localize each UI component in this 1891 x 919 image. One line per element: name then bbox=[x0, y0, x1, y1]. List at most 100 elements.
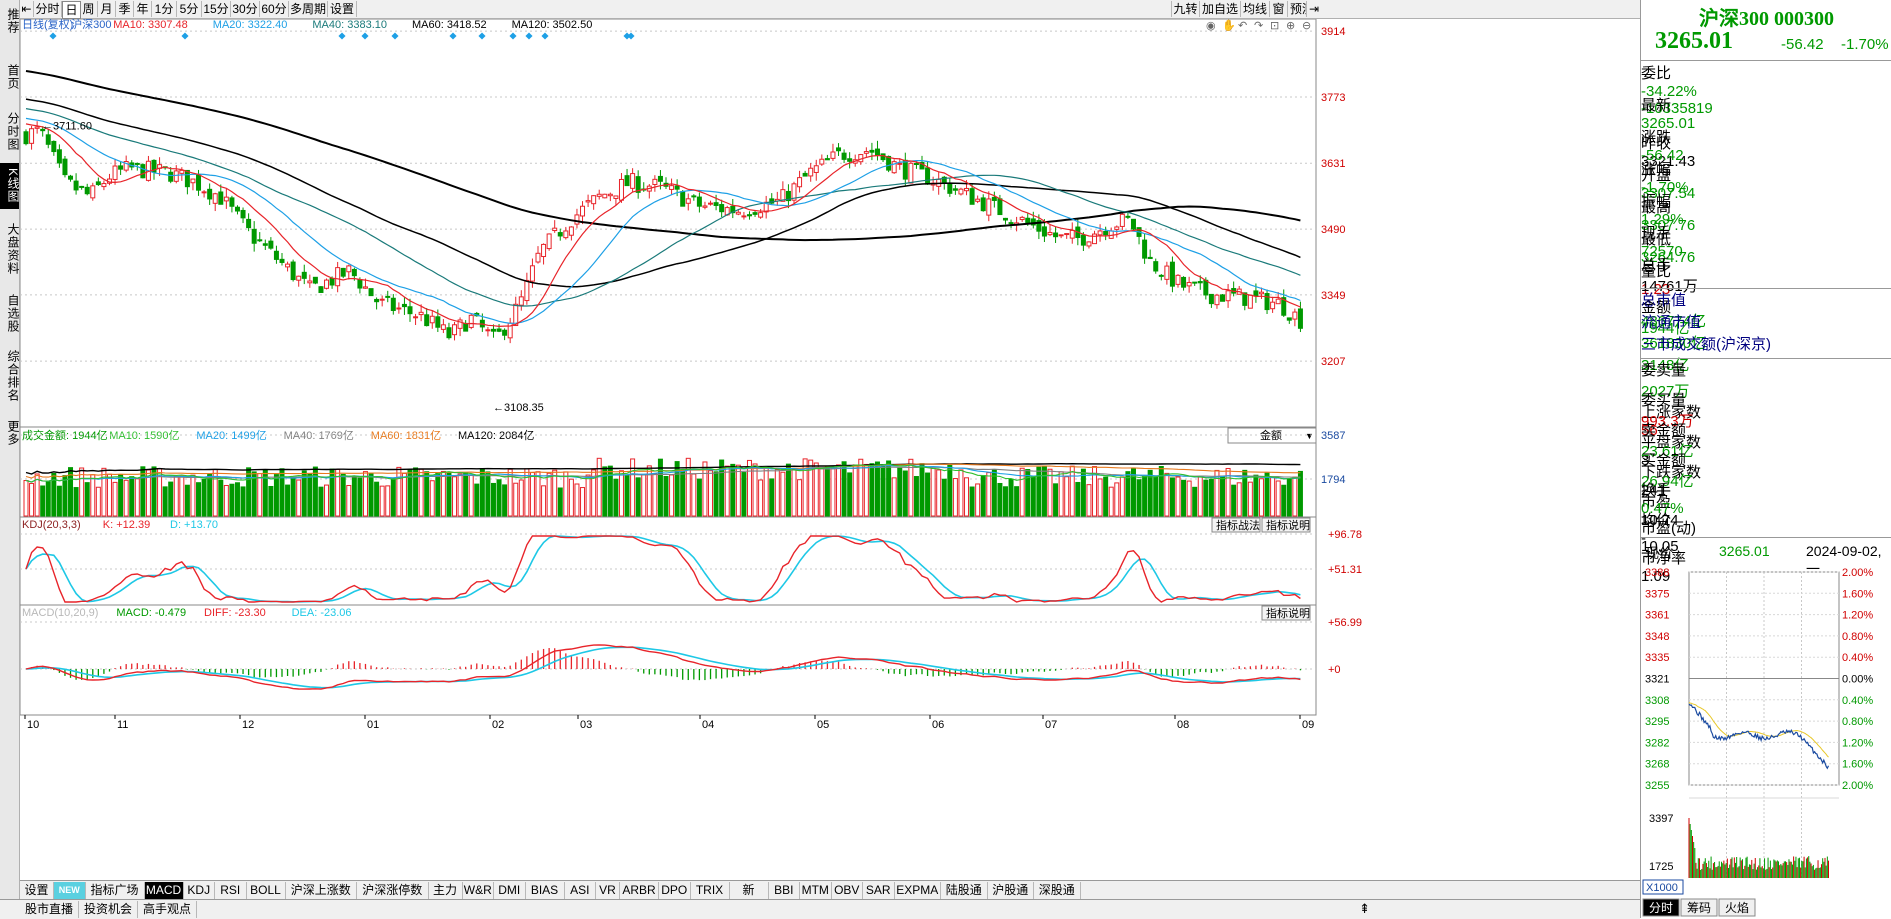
bottom-tab-2[interactable]: 高手观点 bbox=[138, 901, 197, 918]
kdj-button[interactable] bbox=[1261, 517, 1311, 533]
candle-body bbox=[618, 178, 624, 201]
indicator-tab-25[interactable]: 沪股通 bbox=[988, 882, 1034, 899]
period-tab-12[interactable]: 设置 bbox=[328, 1, 357, 17]
indicator-tab-11[interactable]: DMI bbox=[494, 882, 526, 899]
quote-panel: 沪深300 000300 3265.01 -56.42 -1.70% 委比 -34… bbox=[1640, 0, 1891, 918]
kdj-button[interactable] bbox=[1211, 517, 1261, 533]
chevron-down-icon[interactable]: ▼ bbox=[1305, 431, 1314, 441]
period-tab-2[interactable]: 周 bbox=[80, 1, 98, 17]
candle-body bbox=[941, 176, 947, 183]
indicator-tab-3[interactable]: MACD bbox=[144, 882, 184, 899]
event-marker-icon[interactable] bbox=[627, 32, 635, 40]
indicator-tab-4[interactable]: KDJ bbox=[184, 882, 215, 899]
left-nav-1[interactable]: 首页 bbox=[6, 64, 20, 90]
indicator-tab-8[interactable]: 沪深涨停数 bbox=[357, 882, 429, 899]
indicator-tab-19[interactable]: BBI bbox=[769, 882, 800, 899]
candle-body bbox=[813, 165, 819, 173]
mini-tab[interactable] bbox=[1680, 898, 1718, 917]
indicator-tab-24[interactable]: 陆股通 bbox=[941, 882, 988, 899]
kline-chart-area[interactable]: 3914 3773 3631 3490 3349 3207 日线(复权) 沪深300 MA10:… bbox=[19, 17, 1640, 899]
mini-tab[interactable] bbox=[1642, 898, 1680, 917]
indicator-tab-5[interactable]: RSI bbox=[215, 882, 247, 899]
top-right-tab-3[interactable]: 窗 bbox=[1269, 1, 1287, 17]
candlesticks[interactable] bbox=[23, 121, 1303, 344]
indicator-tab-22[interactable]: SAR bbox=[863, 882, 895, 899]
left-nav-2[interactable]: 分时图 bbox=[6, 111, 20, 151]
macd-help-button[interactable] bbox=[1261, 605, 1311, 621]
event-marker-icon[interactable] bbox=[623, 32, 631, 40]
period-tab-10[interactable]: 60分 bbox=[260, 1, 289, 17]
stat-label: 平盘家数 bbox=[1641, 434, 1702, 451]
candle-body bbox=[251, 228, 257, 244]
bottom-tab-0[interactable]: 股市直播 bbox=[20, 901, 79, 918]
indicator-tab-20[interactable]: MTM bbox=[800, 882, 832, 899]
event-marker-icon[interactable] bbox=[181, 32, 189, 40]
left-nav-4[interactable]: 大盘资料 bbox=[6, 223, 20, 275]
indicator-tab-15[interactable]: ARBR bbox=[620, 882, 659, 899]
event-marker-icon[interactable] bbox=[541, 32, 549, 40]
period-tab-5[interactable]: 年 bbox=[134, 1, 152, 17]
candle-body bbox=[407, 306, 413, 315]
period-tab-7[interactable]: 5分 bbox=[177, 1, 202, 17]
volume-bar bbox=[440, 470, 446, 517]
left-nav-7[interactable]: 更多 bbox=[6, 420, 20, 446]
event-marker-icon[interactable] bbox=[478, 32, 486, 40]
left-nav-3[interactable]: K线图 bbox=[0, 163, 20, 209]
zoom-out-icon[interactable]: ⊖ bbox=[1302, 20, 1311, 32]
indicator-tab-13[interactable]: ASI bbox=[565, 882, 596, 899]
candle-body bbox=[1058, 234, 1064, 237]
quote-label: 委比 bbox=[1641, 65, 1672, 82]
indicator-tab-21[interactable]: OBV bbox=[832, 882, 863, 899]
top-right-tab-0[interactable]: 九转 bbox=[1171, 1, 1199, 17]
event-marker-icon[interactable] bbox=[525, 32, 533, 40]
candle-body bbox=[657, 175, 663, 182]
indicator-tab-23[interactable]: EXPMA bbox=[895, 882, 941, 899]
event-marker-icon[interactable] bbox=[449, 32, 457, 40]
period-tab-3[interactable]: 月 bbox=[98, 1, 116, 17]
indicator-tab-14[interactable]: VR bbox=[596, 882, 620, 899]
period-tab-1[interactable]: 日 bbox=[62, 1, 81, 19]
mini-tab[interactable] bbox=[1718, 898, 1756, 917]
indicator-tab-17[interactable]: TRIX bbox=[691, 882, 730, 899]
period-tab-9[interactable]: 30分 bbox=[231, 1, 260, 17]
indicator-tab-26[interactable]: 深股通 bbox=[1034, 882, 1081, 899]
indicator-tab-10[interactable]: W&R bbox=[463, 882, 494, 899]
indicator-tab-9[interactable]: 主力 bbox=[429, 882, 463, 899]
event-marker-icon[interactable] bbox=[361, 32, 369, 40]
indicator-tab-6[interactable]: BOLL bbox=[247, 882, 286, 899]
event-marker-icon[interactable] bbox=[49, 32, 57, 40]
candle-body bbox=[1214, 294, 1220, 306]
redo-icon[interactable]: ↷ bbox=[1254, 20, 1263, 32]
indicator-tab-0[interactable]: 设置 bbox=[20, 882, 54, 899]
intraday-mini-chart[interactable]: 3388 2.00% 3375 1.60% 3361 1.20% 3348 0.80% 3335… bbox=[1641, 560, 1891, 918]
left-nav-6[interactable]: 综合排名 bbox=[6, 350, 20, 402]
expand-right-icon[interactable]: ⇥ bbox=[1306, 1, 1321, 17]
indicator-tab-16[interactable]: DPO bbox=[659, 882, 691, 899]
top-right-tab-2[interactable]: 均线 bbox=[1240, 1, 1269, 17]
bottom-tab-1[interactable]: 投资机会 bbox=[79, 901, 138, 918]
indicator-tab-1[interactable]: NEW bbox=[54, 882, 86, 899]
left-nav-5[interactable]: 自选股 bbox=[6, 293, 20, 333]
indicator-tab-12[interactable]: BIAS bbox=[526, 882, 565, 899]
event-marker-icon[interactable] bbox=[391, 32, 399, 40]
collapse-left-icon[interactable]: ⇤ bbox=[20, 1, 34, 17]
zoom-in-icon[interactable]: ⊕ bbox=[1286, 20, 1295, 32]
period-tab-6[interactable]: 1分 bbox=[152, 1, 177, 17]
eye-icon[interactable]: ◉ bbox=[1206, 20, 1216, 32]
lock-icon[interactable]: ⊡ bbox=[1270, 20, 1279, 32]
period-tab-11[interactable]: 多周期 bbox=[289, 1, 328, 17]
scroll-top-icon[interactable]: ⇞ bbox=[1359, 901, 1370, 916]
period-tab-0[interactable]: 分时 bbox=[34, 1, 62, 17]
indicator-tab-2[interactable]: 指标广场 bbox=[86, 882, 145, 899]
period-tab-4[interactable]: 季 bbox=[116, 1, 134, 17]
left-nav-0[interactable]: 推荐 bbox=[6, 8, 20, 34]
top-right-tab-1[interactable]: 加自选 bbox=[1199, 1, 1240, 17]
undo-icon[interactable]: ↶ bbox=[1238, 20, 1247, 32]
indicator-tab-7[interactable]: 沪深上涨数 bbox=[286, 882, 357, 899]
event-marker-icon[interactable] bbox=[509, 32, 517, 40]
hand-icon[interactable]: ✋ bbox=[1222, 19, 1236, 32]
event-marker-icon[interactable] bbox=[338, 32, 346, 40]
period-tab-8[interactable]: 15分 bbox=[202, 1, 231, 17]
indicator-tab-18[interactable]: 新DMA bbox=[730, 882, 769, 914]
